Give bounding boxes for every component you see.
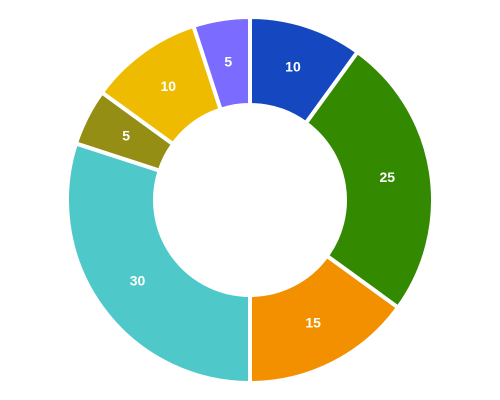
data-label: 10 <box>285 59 301 75</box>
donut-slice <box>190 14 252 113</box>
data-label: 30 <box>130 272 146 288</box>
donut-slice <box>303 49 435 311</box>
data-label: 25 <box>379 169 395 185</box>
data-label: 15 <box>305 315 321 331</box>
data-label: 10 <box>161 78 177 94</box>
data-label: 5 <box>122 128 130 144</box>
data-label: 5 <box>224 53 232 69</box>
donut-slice <box>65 140 252 386</box>
